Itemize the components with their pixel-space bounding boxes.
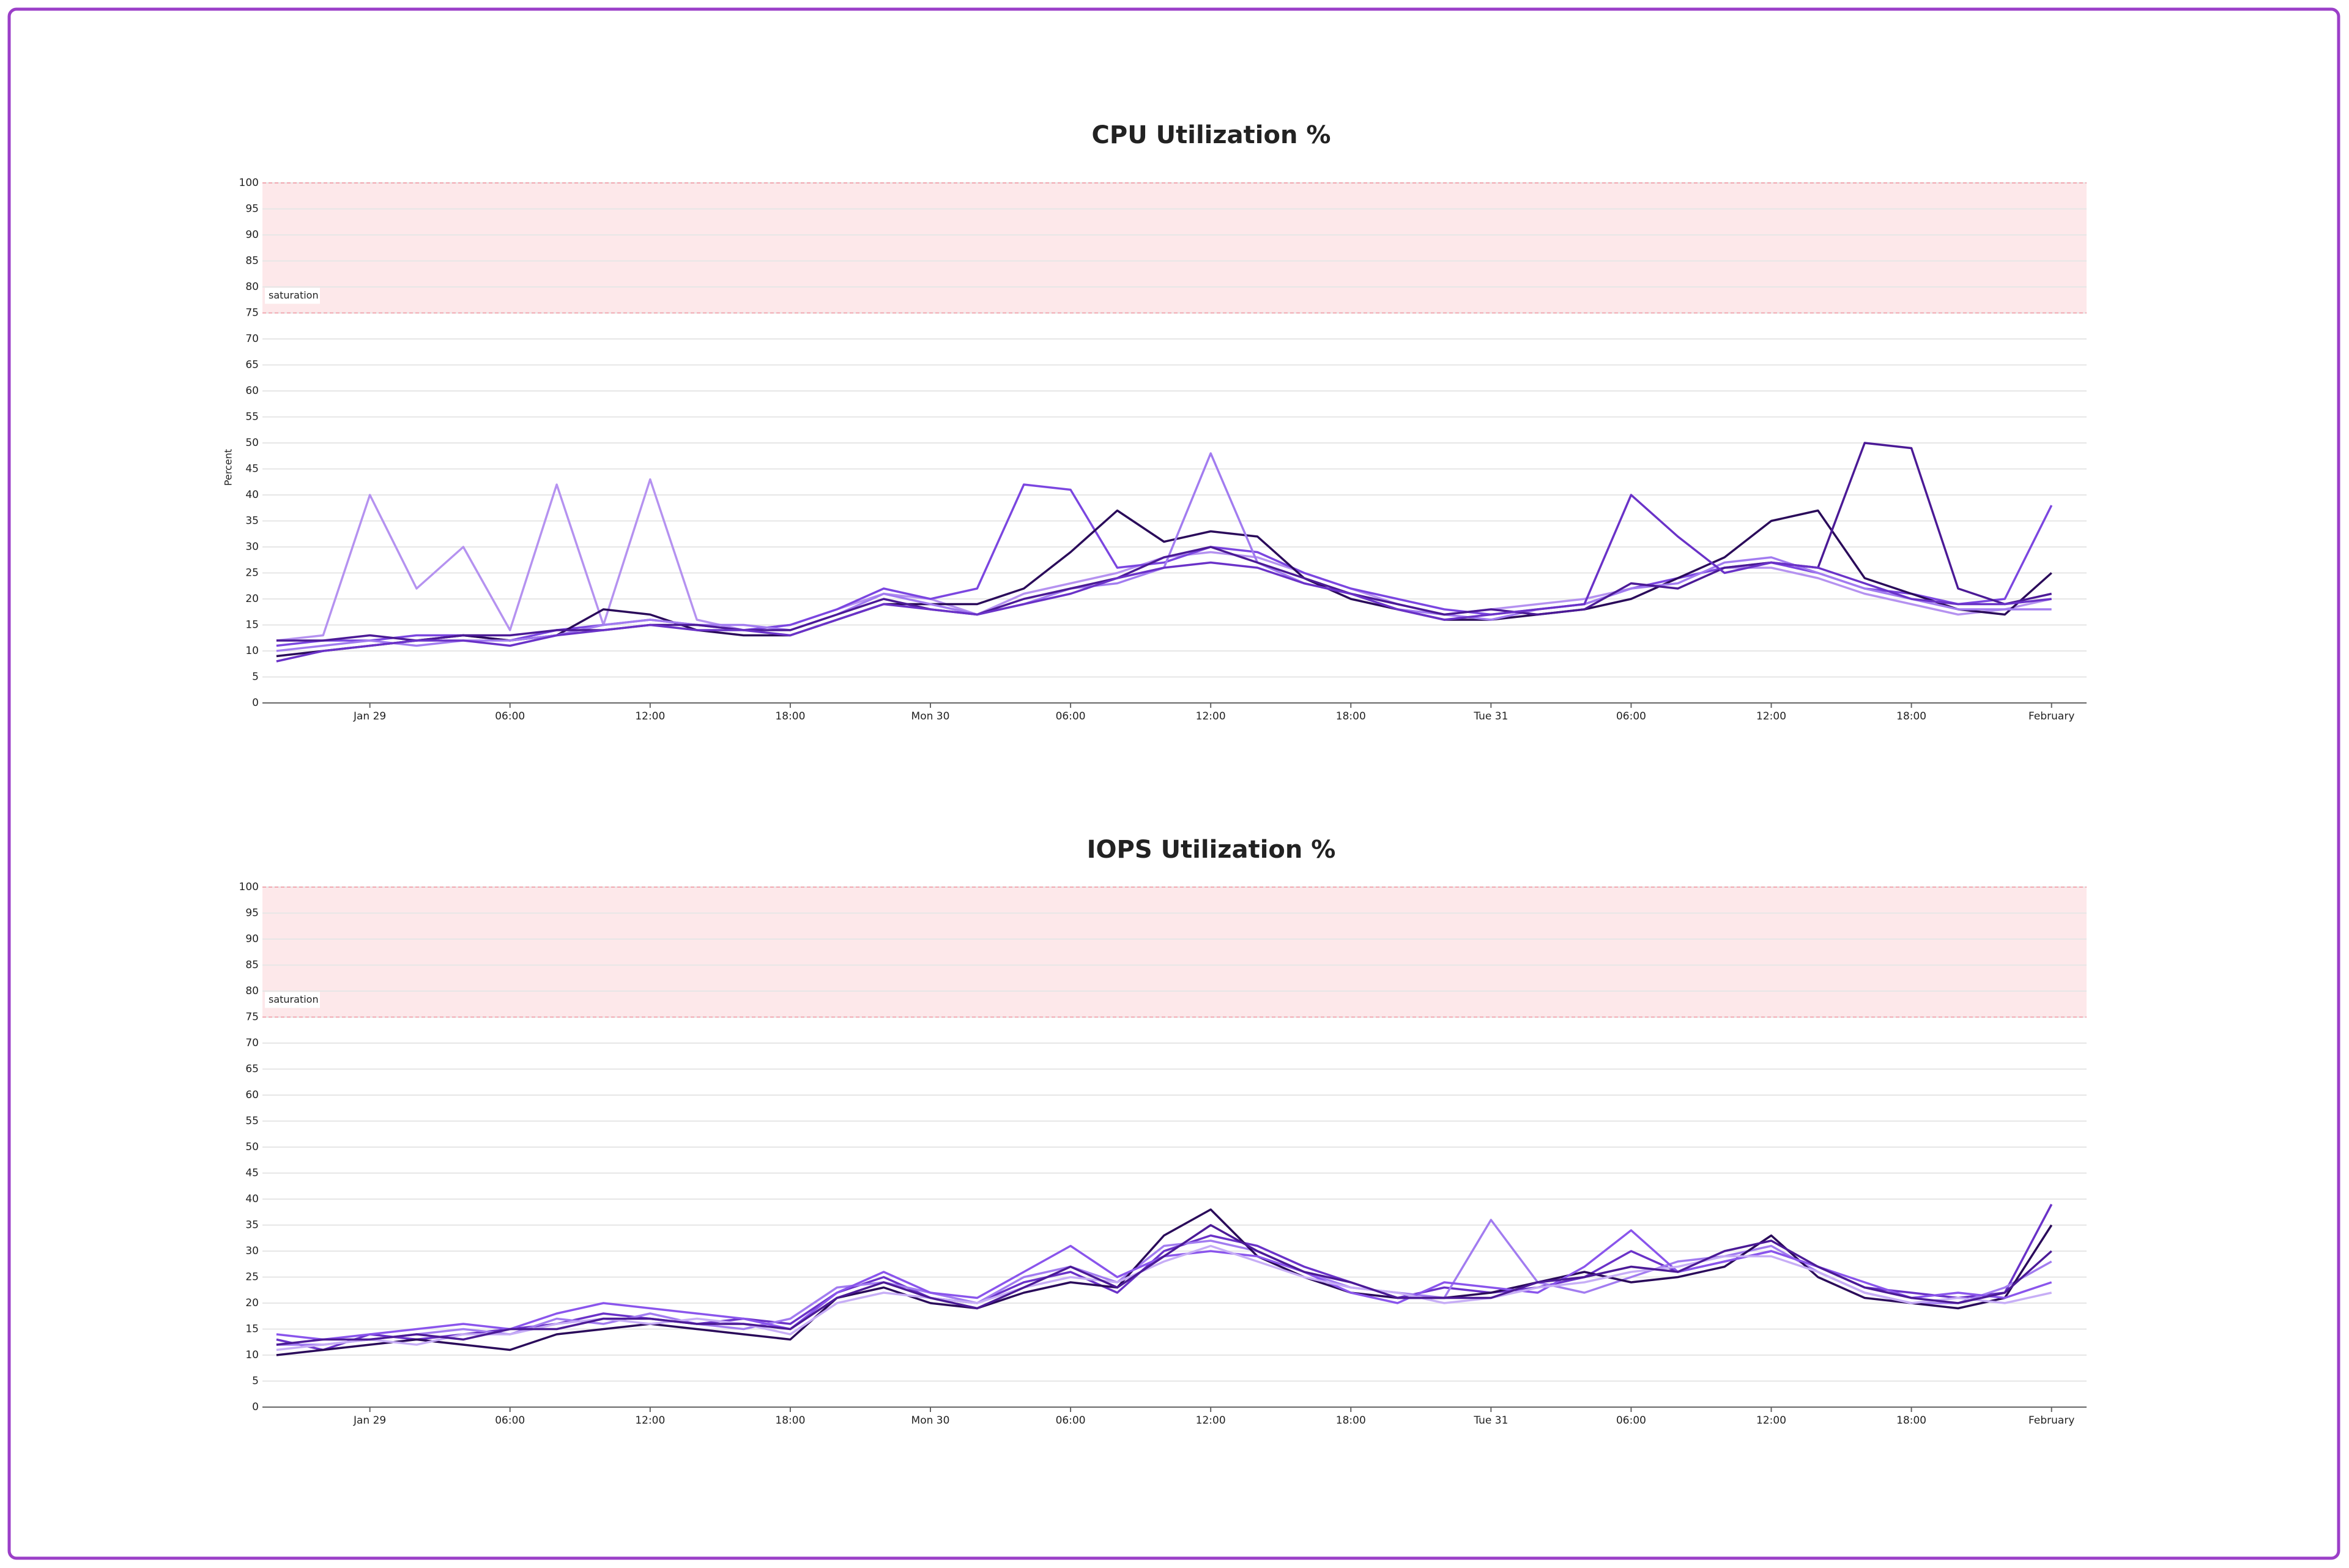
y-tick-label: 65 bbox=[245, 359, 259, 371]
y-tick-label: 80 bbox=[245, 281, 259, 293]
x-tick-label: February bbox=[2028, 710, 2074, 723]
series-line bbox=[276, 1244, 2052, 1351]
y-tick-label: 10 bbox=[245, 645, 259, 657]
saturation-band bbox=[262, 887, 2087, 1017]
y-tick-label: 45 bbox=[245, 463, 259, 475]
x-tick-label: 12:00 bbox=[1196, 1414, 1226, 1427]
y-tick-label: 65 bbox=[245, 1063, 259, 1076]
y-axis-label: Percent bbox=[223, 449, 234, 486]
y-tick-label: 60 bbox=[245, 1089, 259, 1101]
y-tick-label: 90 bbox=[245, 229, 259, 241]
saturation-band bbox=[262, 183, 2087, 313]
y-tick-label: 5 bbox=[252, 1375, 259, 1388]
y-tick-label: 55 bbox=[245, 411, 259, 423]
x-tick-label: 18:00 bbox=[1896, 710, 1926, 723]
y-tick-label: 5 bbox=[252, 671, 259, 683]
y-tick-label: 15 bbox=[245, 619, 259, 631]
series-line bbox=[276, 1208, 2053, 1356]
y-tick-label: 60 bbox=[245, 385, 259, 397]
y-tick-label: 35 bbox=[245, 1219, 259, 1232]
saturation-label-bg bbox=[265, 288, 320, 304]
x-tick-label: 12:00 bbox=[1756, 1414, 1786, 1427]
y-tick-label: 25 bbox=[245, 567, 259, 579]
y-tick-label: 30 bbox=[245, 1245, 259, 1257]
y-tick-label: 40 bbox=[245, 489, 259, 501]
y-tick-label: 100 bbox=[239, 177, 259, 189]
y-tick-label: 85 bbox=[245, 959, 259, 972]
x-tick-label: Tue 31 bbox=[1473, 710, 1508, 723]
x-tick-label: 06:00 bbox=[1616, 710, 1646, 723]
saturation-label-bg bbox=[265, 992, 320, 1008]
frame bbox=[7, 7, 2340, 1560]
x-tick-label: 12:00 bbox=[635, 710, 665, 723]
chart-title: CPU Utilization % bbox=[1092, 121, 1331, 149]
series-line bbox=[276, 509, 2052, 658]
y-tick-label: 0 bbox=[252, 697, 259, 709]
saturation-label: saturation bbox=[269, 994, 319, 1005]
x-tick-label: 18:00 bbox=[1336, 710, 1366, 723]
x-tick-label: 18:00 bbox=[1896, 1414, 1926, 1427]
x-tick-label: 06:00 bbox=[1056, 1414, 1086, 1427]
y-tick-label: 10 bbox=[245, 1349, 259, 1361]
y-tick-label: 25 bbox=[245, 1271, 259, 1284]
y-tick-label: 75 bbox=[245, 307, 259, 319]
y-tick-label: 100 bbox=[239, 881, 259, 893]
y-tick-label: 95 bbox=[245, 907, 259, 920]
y-tick-label: 15 bbox=[245, 1323, 259, 1336]
y-tick-label: 80 bbox=[245, 985, 259, 997]
x-tick-label: Jan 29 bbox=[353, 710, 386, 723]
saturation-label: saturation bbox=[269, 289, 319, 301]
y-tick-label: 70 bbox=[245, 333, 259, 345]
series-line bbox=[276, 1224, 2052, 1346]
x-tick-label: 06:00 bbox=[495, 1414, 525, 1427]
y-tick-label: 70 bbox=[245, 1037, 259, 1049]
y-tick-label: 35 bbox=[245, 515, 259, 527]
x-tick-label: 12:00 bbox=[635, 1414, 665, 1427]
y-tick-label: 40 bbox=[245, 1193, 259, 1205]
x-tick-label: 12:00 bbox=[1196, 710, 1226, 723]
x-tick-label: 18:00 bbox=[775, 1414, 805, 1427]
y-tick-label: 75 bbox=[245, 1011, 259, 1024]
x-tick-label: 06:00 bbox=[495, 710, 525, 723]
y-tick-label: 85 bbox=[245, 255, 259, 267]
y-tick-label: 0 bbox=[252, 1401, 259, 1413]
x-tick-label: February bbox=[2028, 1414, 2074, 1427]
y-tick-label: 20 bbox=[245, 593, 259, 605]
y-tick-label: 50 bbox=[245, 437, 259, 449]
x-tick-label: 12:00 bbox=[1756, 710, 1786, 723]
y-tick-label: 45 bbox=[245, 1167, 259, 1180]
y-tick-label: 30 bbox=[245, 541, 259, 553]
x-tick-label: 06:00 bbox=[1056, 710, 1086, 723]
x-tick-label: Mon 30 bbox=[911, 1414, 950, 1427]
x-tick-label: Mon 30 bbox=[911, 710, 950, 723]
chart-title: IOPS Utilization % bbox=[1087, 836, 1336, 864]
y-tick-label: 95 bbox=[245, 203, 259, 215]
x-tick-label: Jan 29 bbox=[353, 1414, 386, 1427]
y-tick-label: 20 bbox=[245, 1297, 259, 1309]
series-line bbox=[276, 442, 2052, 642]
series-line bbox=[276, 1219, 2052, 1346]
y-tick-label: 55 bbox=[245, 1115, 259, 1128]
x-tick-label: 18:00 bbox=[775, 710, 805, 723]
x-tick-label: Tue 31 bbox=[1473, 1414, 1508, 1427]
x-tick-label: 06:00 bbox=[1616, 1414, 1646, 1427]
y-tick-label: 50 bbox=[245, 1141, 259, 1153]
x-tick-label: 18:00 bbox=[1336, 1414, 1366, 1427]
y-tick-label: 90 bbox=[245, 933, 259, 945]
series-line bbox=[276, 494, 2052, 663]
